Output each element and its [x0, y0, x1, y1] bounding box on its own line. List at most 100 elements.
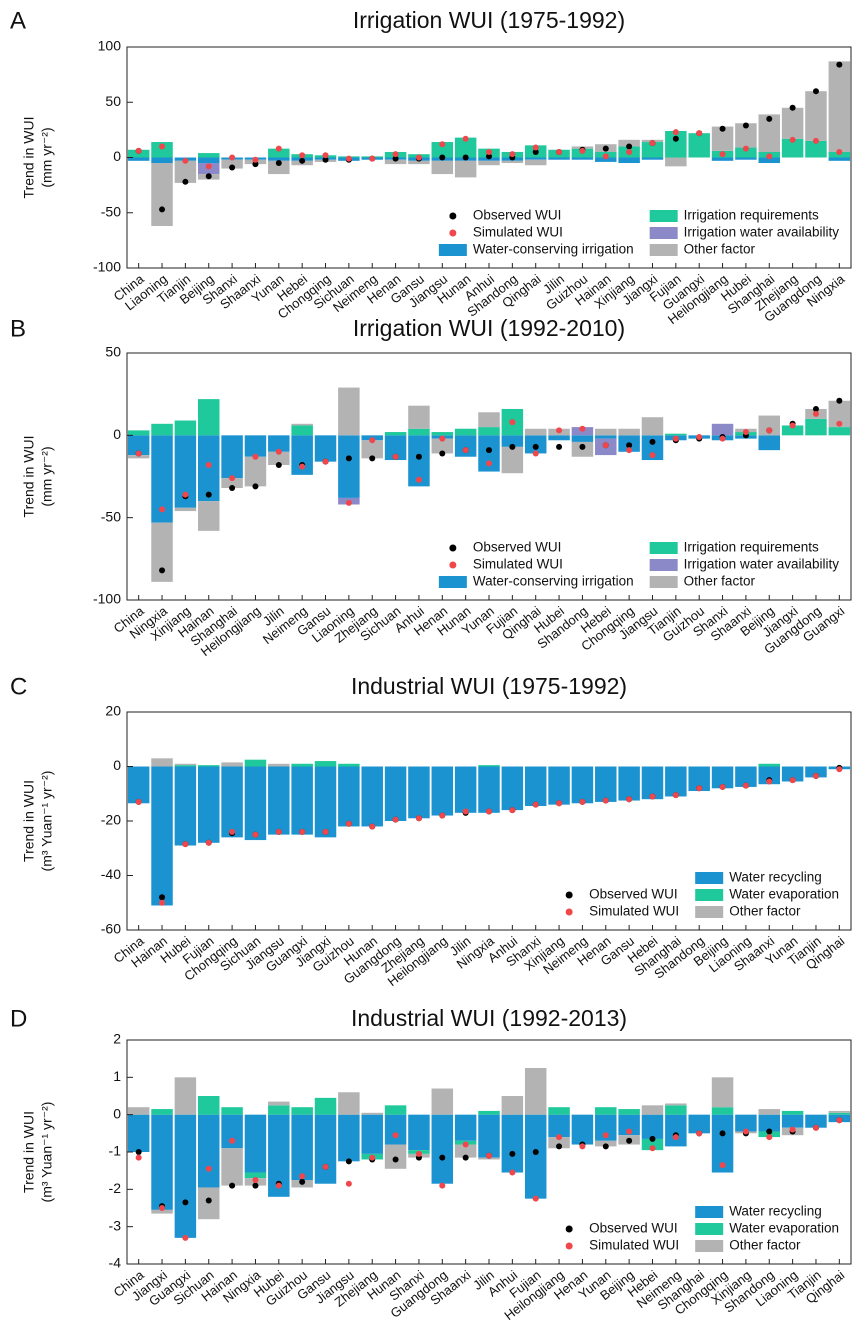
bar-segment — [197, 157, 220, 164]
data-point — [649, 140, 656, 147]
bar-segment — [197, 765, 220, 767]
bar-segment — [618, 157, 640, 164]
bar-segment — [151, 766, 173, 906]
y-tick-label: 1 — [113, 1068, 121, 1084]
bar-segment — [758, 1114, 781, 1132]
y-axis-label: (m³ Yuan⁻¹ yr⁻²) — [39, 1102, 55, 1203]
legend: Irrigation requirements Irrigation water … — [438, 540, 839, 589]
bar-segment — [408, 405, 430, 429]
bar-segment — [454, 137, 477, 158]
legend-swatch — [438, 244, 467, 256]
data-point — [252, 1182, 259, 1189]
data-point — [135, 450, 142, 457]
bar-segment — [151, 163, 173, 227]
data-point — [836, 397, 843, 404]
legend-swatch — [438, 576, 467, 588]
data-point — [182, 1199, 189, 1206]
bar-segment — [384, 435, 407, 461]
bar-segment — [197, 501, 220, 531]
data-point — [135, 798, 142, 805]
data-point — [182, 491, 189, 498]
bar-segment — [478, 427, 500, 436]
data-point — [742, 429, 749, 436]
data-point — [509, 807, 516, 814]
data-point — [392, 453, 399, 460]
data-point — [486, 148, 492, 155]
bar-segment — [291, 766, 313, 835]
data-point — [252, 161, 259, 168]
bar-segment — [127, 1114, 150, 1152]
bar-segment — [641, 435, 664, 461]
legend-label: Simulated WUI — [589, 904, 679, 919]
bar-segment — [151, 522, 173, 582]
bar-segment — [384, 1105, 407, 1115]
data-point — [789, 777, 796, 784]
bar-segment — [735, 157, 757, 160]
bar-segment — [174, 763, 197, 766]
bar-segment — [291, 1107, 313, 1115]
data-point — [322, 156, 329, 163]
legend-label: Water-conserving irrigation — [473, 574, 634, 589]
legend-marker — [565, 1225, 573, 1233]
data-point — [345, 455, 352, 462]
legend-label: Water evaporation — [729, 1221, 839, 1236]
panel-letter: C — [10, 673, 27, 700]
data-point — [742, 782, 749, 789]
y-tick-label: -50 — [101, 203, 121, 219]
bar-segment — [618, 428, 640, 436]
data-point — [135, 1154, 142, 1161]
bar-segment — [244, 759, 267, 767]
bar-segment — [478, 766, 500, 813]
y-tick-label: -2 — [109, 1180, 122, 1196]
data-point — [579, 798, 586, 805]
bar-segment — [665, 766, 687, 797]
data-point — [742, 1128, 749, 1135]
data-point — [789, 422, 796, 429]
bar-segment — [151, 423, 173, 436]
bar-segment — [758, 763, 781, 767]
data-point — [275, 145, 282, 152]
data-point — [602, 1132, 609, 1139]
legend-label: Water-conserving irrigation — [473, 242, 634, 257]
data-point — [672, 435, 679, 442]
data-point — [742, 122, 749, 129]
bar-segment — [758, 435, 781, 451]
bar-segment — [595, 766, 617, 802]
bar-segment — [711, 1107, 734, 1115]
bar-segment — [665, 1114, 687, 1147]
bar-segment — [828, 61, 851, 152]
data-point — [159, 206, 166, 213]
legend-marker — [449, 212, 457, 220]
data-point — [392, 816, 399, 823]
legend-label: Irrigation water availability — [684, 225, 840, 240]
y-tick-label: 100 — [98, 38, 122, 54]
legend-swatch — [649, 542, 678, 554]
bar-segment — [758, 766, 781, 785]
data-point — [812, 137, 819, 144]
bar-segment — [174, 507, 197, 512]
y-tick-label: 0 — [113, 148, 121, 164]
data-point — [626, 442, 633, 449]
data-point — [602, 797, 609, 804]
legend-label: Other factor — [684, 574, 756, 589]
bar-segment — [431, 766, 454, 816]
bar-segment — [268, 451, 290, 465]
y-axis-label: (mm yr⁻²) — [39, 446, 55, 506]
bar-segment — [478, 765, 500, 767]
bar-segment — [735, 147, 757, 158]
data-point — [322, 1163, 329, 1170]
bar-segment — [548, 435, 570, 441]
data-point — [252, 453, 259, 460]
data-point — [486, 153, 492, 160]
bar-segment — [127, 430, 150, 436]
bars — [127, 387, 851, 582]
data-point — [509, 443, 516, 450]
bar-segment — [174, 765, 197, 767]
y-tick-label: 0 — [113, 1105, 121, 1121]
data-point — [556, 1143, 563, 1150]
data-point — [649, 452, 656, 459]
bar-segment — [338, 763, 360, 767]
bar-segment — [291, 435, 313, 475]
data-point — [275, 1182, 282, 1189]
